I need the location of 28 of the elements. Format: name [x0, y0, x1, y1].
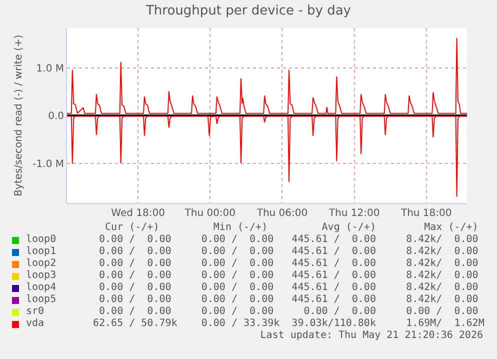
text: 0.00 / 0.00 0.00 / 0.00 445.61 / 0.00 8.42k/ 0.00 — [98, 282, 478, 294]
x-tick-label: Thu 18:00 — [400, 208, 452, 219]
legend-label: loop0 — [26, 234, 56, 246]
text: 0.00 / 0.00 0.00 / 0.00 0.00 / 0.00 0.00 / 0.00 — [98, 306, 478, 318]
legend-label: loop2 — [26, 258, 56, 270]
legend-label: loop3 — [26, 270, 56, 282]
legend-label: vda — [26, 318, 44, 330]
text: 0.00 / 0.00 0.00 / 0.00 445.61 / 0.00 8.42k/ 0.00 — [98, 258, 478, 270]
x-tick-label: Thu 12:00 — [328, 208, 380, 219]
legend-label: loop4 — [26, 282, 56, 294]
text: 0.00 / 0.00 0.00 / 0.00 445.61 / 0.00 8.42k/ 0.00 — [98, 270, 478, 282]
text: Cur (-/+) Min (-/+) Avg (-/+) Max (-/+) — [104, 222, 478, 234]
legend-label: loop1 — [26, 246, 56, 258]
text: 0.00 / 0.00 0.00 / 0.00 445.61 / 0.00 8.42k/ 0.00 — [98, 234, 478, 246]
x-tick-label: Wed 18:00 — [111, 208, 165, 219]
y-tick-label: -1.0 M — [32, 159, 64, 170]
text: Last update: Thu May 21 21:20:36 2026 — [260, 330, 483, 342]
y-tick-label: 1.0 M — [36, 63, 64, 74]
text: 0.00 / 0.00 0.00 / 0.00 445.61 / 0.00 8.42k/ 0.00 — [98, 294, 478, 306]
x-tick-label: Thu 00:00 — [184, 208, 236, 219]
text: 0.00 / 0.00 0.00 / 0.00 445.61 / 0.00 8.42k/ 0.00 — [98, 246, 478, 258]
legend-label: sr0 — [26, 306, 44, 318]
x-tick-label: Thu 06:00 — [256, 208, 308, 219]
text: 62.65 / 50.79k 0.00 / 33.39k 39.03k/110.80k 1.69M/ 1.62M — [93, 318, 484, 330]
chart-title: Throughput per device - by day — [144, 3, 352, 18]
y-axis-title: Bytes/second read (-) / write (+) — [14, 34, 25, 196]
legend-label: loop5 — [26, 294, 56, 306]
y-tick-label: 0.0 — [48, 111, 64, 122]
